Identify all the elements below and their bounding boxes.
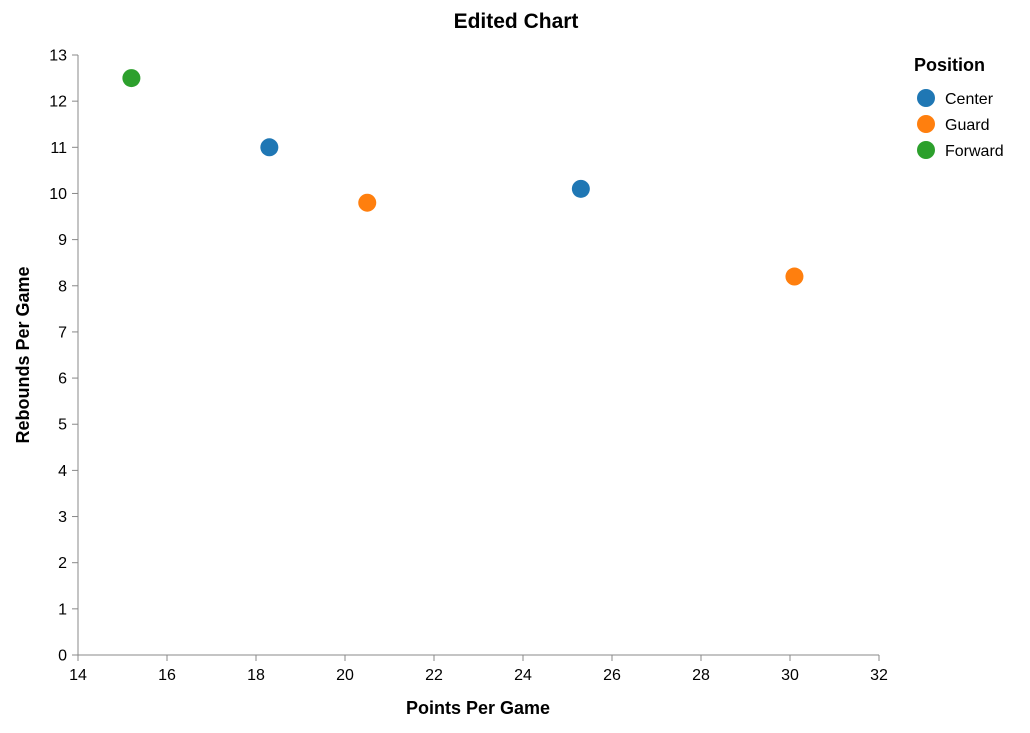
- y-tick-label: 11: [50, 140, 67, 157]
- points-layer: [122, 69, 804, 286]
- y-tick-label: 5: [58, 417, 67, 434]
- x-axis-title: Points Per Game: [406, 698, 550, 718]
- x-tick-label: 26: [603, 667, 621, 684]
- x-tick-label: 32: [870, 667, 888, 684]
- x-tick-label: 18: [247, 667, 265, 684]
- y-tick-label: 4: [58, 463, 67, 480]
- legend-title: Position: [914, 55, 985, 75]
- legend-label-center: Center: [945, 91, 994, 108]
- legend: Position Center Guard Forward: [914, 55, 1004, 160]
- data-point-center[interactable]: [260, 138, 279, 157]
- x-tick-label: 16: [158, 667, 176, 684]
- y-tick-label: 3: [58, 509, 67, 526]
- chart-title: Edited Chart: [454, 10, 579, 33]
- legend-swatch-forward: [917, 141, 935, 159]
- data-point-center[interactable]: [571, 179, 590, 198]
- y-tick-label: 0: [58, 648, 67, 665]
- x-tick-label: 30: [781, 667, 799, 684]
- x-axis: 14 16 18 20 22 24 26 28 30 32: [69, 654, 888, 684]
- legend-entry-center[interactable]: Center: [917, 89, 994, 108]
- data-point-forward[interactable]: [122, 69, 141, 88]
- legend-entry-guard[interactable]: Guard: [917, 115, 989, 134]
- y-tick-label: 9: [58, 232, 67, 249]
- legend-label-guard: Guard: [945, 117, 989, 134]
- x-tick-label: 28: [692, 667, 710, 684]
- y-tick-label: 7: [58, 324, 67, 341]
- legend-swatch-center: [917, 89, 935, 107]
- data-point-guard[interactable]: [358, 193, 377, 212]
- x-tick-label: 14: [69, 667, 87, 684]
- x-tick-label: 20: [336, 667, 354, 684]
- y-tick-label: 6: [58, 371, 67, 388]
- legend-entry-forward[interactable]: Forward: [917, 141, 1004, 160]
- y-tick-label: 8: [58, 278, 67, 295]
- y-tick-label: 13: [49, 48, 67, 65]
- y-tick-label: 1: [58, 601, 67, 618]
- y-tick-label: 2: [58, 555, 67, 572]
- legend-entries: Center Guard Forward: [917, 89, 1004, 160]
- x-tick-label: 22: [425, 667, 443, 684]
- data-point-guard[interactable]: [785, 267, 804, 286]
- y-axis-title: Rebounds Per Game: [13, 266, 33, 443]
- legend-swatch-guard: [917, 115, 935, 133]
- x-tick-label: 24: [514, 667, 532, 684]
- legend-label-forward: Forward: [945, 143, 1004, 160]
- y-tick-label: 12: [49, 94, 67, 111]
- y-tick-label: 10: [49, 186, 67, 203]
